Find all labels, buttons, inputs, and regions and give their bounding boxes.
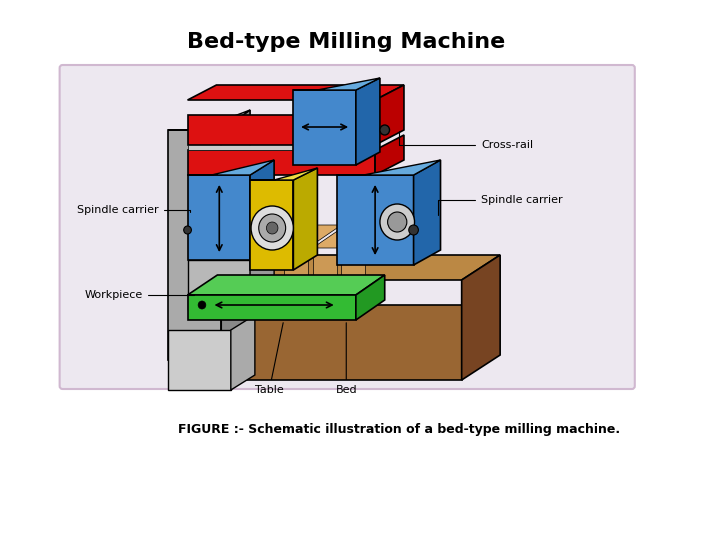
Text: Bed-type Milling Machine: Bed-type Milling Machine: [187, 32, 505, 52]
Circle shape: [380, 204, 415, 240]
Polygon shape: [356, 78, 380, 165]
Text: Cross-rail: Cross-rail: [399, 131, 533, 150]
Polygon shape: [413, 160, 441, 265]
FancyBboxPatch shape: [60, 65, 635, 389]
Text: Workpiece: Workpiece: [85, 290, 194, 300]
Polygon shape: [356, 275, 384, 320]
Polygon shape: [231, 315, 255, 390]
Polygon shape: [250, 160, 274, 260]
Circle shape: [380, 125, 390, 135]
Circle shape: [258, 214, 286, 242]
Polygon shape: [250, 180, 293, 270]
Polygon shape: [240, 255, 500, 280]
Polygon shape: [284, 255, 307, 280]
Polygon shape: [462, 255, 500, 380]
Polygon shape: [337, 175, 413, 265]
Text: Bed: Bed: [336, 323, 357, 395]
Polygon shape: [341, 255, 366, 280]
Circle shape: [198, 301, 206, 309]
Polygon shape: [187, 145, 375, 150]
Polygon shape: [341, 225, 399, 248]
Polygon shape: [187, 295, 356, 320]
Polygon shape: [187, 160, 274, 175]
Text: Spindle carrier: Spindle carrier: [438, 195, 562, 215]
Polygon shape: [250, 168, 318, 180]
Circle shape: [409, 225, 418, 235]
Polygon shape: [337, 160, 441, 175]
Polygon shape: [293, 78, 380, 90]
Polygon shape: [187, 150, 375, 175]
Polygon shape: [187, 260, 250, 310]
Polygon shape: [284, 225, 341, 248]
Polygon shape: [221, 110, 250, 360]
Circle shape: [266, 222, 278, 234]
Polygon shape: [375, 85, 404, 145]
Polygon shape: [250, 245, 274, 310]
Polygon shape: [375, 135, 404, 175]
Polygon shape: [312, 225, 370, 248]
Polygon shape: [312, 255, 337, 280]
Polygon shape: [240, 305, 462, 380]
Circle shape: [251, 206, 293, 250]
Circle shape: [184, 226, 192, 234]
Text: Table: Table: [255, 323, 284, 395]
Text: Spindle carrier: Spindle carrier: [77, 205, 190, 215]
Polygon shape: [187, 275, 384, 295]
Polygon shape: [293, 168, 318, 270]
Polygon shape: [168, 110, 250, 130]
Polygon shape: [168, 330, 231, 390]
Circle shape: [387, 212, 407, 232]
Polygon shape: [187, 175, 250, 260]
Polygon shape: [187, 115, 375, 145]
Text: FIGURE :- Schematic illustration of a bed-type milling machine.: FIGURE :- Schematic illustration of a be…: [178, 423, 620, 436]
Polygon shape: [187, 85, 404, 100]
Polygon shape: [168, 130, 221, 360]
Polygon shape: [293, 90, 356, 165]
